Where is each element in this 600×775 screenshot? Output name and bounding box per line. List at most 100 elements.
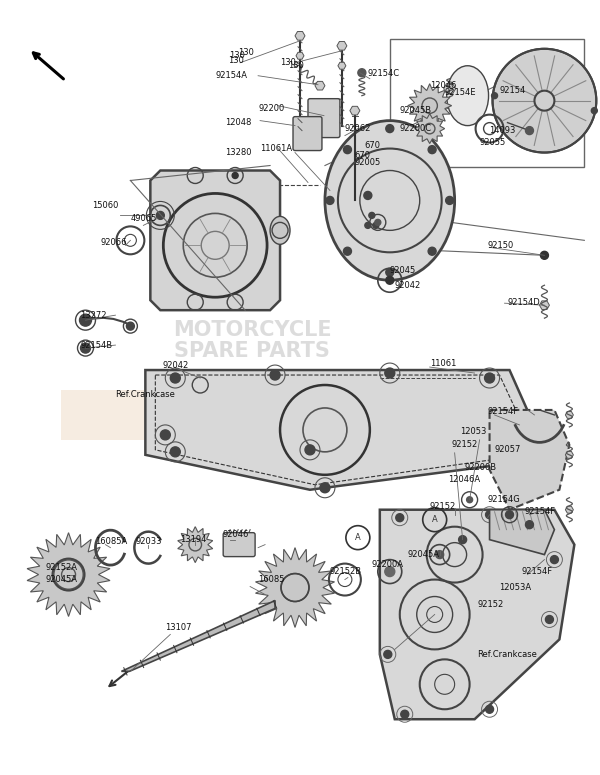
Circle shape: [384, 650, 392, 659]
Polygon shape: [565, 506, 574, 513]
Circle shape: [535, 521, 544, 529]
Circle shape: [541, 251, 548, 260]
Text: 12048: 12048: [225, 118, 251, 127]
Text: SPARE PARTS: SPARE PARTS: [174, 342, 330, 361]
Polygon shape: [408, 84, 452, 128]
Circle shape: [506, 511, 514, 518]
Polygon shape: [565, 451, 574, 458]
Text: 92200A: 92200A: [372, 560, 404, 569]
Polygon shape: [490, 510, 554, 555]
Circle shape: [320, 483, 330, 493]
Text: 12053A: 12053A: [500, 583, 532, 592]
Text: 15060: 15060: [92, 201, 119, 210]
FancyArrowPatch shape: [88, 318, 128, 324]
Circle shape: [491, 93, 497, 98]
Text: 130: 130: [228, 57, 244, 65]
Circle shape: [526, 126, 533, 135]
Circle shape: [436, 550, 443, 559]
Text: 92154F: 92154F: [521, 567, 553, 576]
Circle shape: [545, 615, 553, 623]
Circle shape: [485, 705, 494, 713]
Text: 92057: 92057: [494, 446, 521, 454]
Circle shape: [365, 222, 371, 229]
Circle shape: [386, 268, 394, 276]
Polygon shape: [338, 62, 346, 69]
Text: 12046: 12046: [430, 81, 456, 90]
Text: 92150: 92150: [488, 241, 514, 250]
Text: 92046: 92046: [222, 530, 248, 539]
Circle shape: [160, 430, 170, 440]
Circle shape: [127, 322, 134, 330]
Text: 92154B: 92154B: [80, 340, 113, 350]
Circle shape: [369, 212, 375, 219]
Circle shape: [343, 247, 352, 255]
Circle shape: [428, 247, 436, 255]
Text: 12046A: 12046A: [448, 475, 480, 484]
Circle shape: [493, 49, 596, 153]
Text: 92045A: 92045A: [46, 575, 77, 584]
Circle shape: [401, 710, 409, 718]
Text: 92154: 92154: [500, 86, 526, 95]
Circle shape: [385, 567, 395, 577]
Text: 130: 130: [280, 58, 296, 67]
Text: 92200: 92200: [258, 104, 284, 113]
Text: 92152B: 92152B: [330, 567, 362, 576]
Polygon shape: [151, 170, 280, 310]
FancyBboxPatch shape: [308, 98, 340, 138]
Text: 13272: 13272: [80, 311, 107, 319]
Circle shape: [373, 222, 379, 229]
Text: 49065: 49065: [130, 214, 157, 223]
Polygon shape: [121, 601, 275, 671]
Text: 92055: 92055: [479, 138, 506, 147]
Ellipse shape: [446, 66, 488, 126]
Text: 92154E: 92154E: [445, 88, 476, 97]
Circle shape: [326, 196, 334, 205]
Polygon shape: [178, 527, 213, 563]
Text: 92152A: 92152A: [46, 563, 77, 572]
Text: 92152: 92152: [478, 600, 504, 609]
Circle shape: [550, 556, 559, 563]
Text: 92154D: 92154D: [508, 298, 540, 307]
Text: 92200B: 92200B: [464, 463, 497, 472]
Circle shape: [428, 146, 436, 153]
FancyBboxPatch shape: [293, 116, 322, 150]
FancyBboxPatch shape: [61, 390, 490, 440]
Circle shape: [232, 173, 238, 178]
Polygon shape: [256, 548, 335, 628]
Text: 11061: 11061: [430, 359, 456, 367]
Text: 11061A: 11061A: [260, 144, 292, 153]
Ellipse shape: [270, 216, 290, 244]
Circle shape: [485, 373, 494, 383]
Polygon shape: [539, 301, 550, 309]
Polygon shape: [145, 370, 529, 490]
Circle shape: [375, 219, 381, 226]
Text: 13107: 13107: [166, 623, 192, 632]
Text: 92066: 92066: [100, 238, 127, 246]
Circle shape: [170, 373, 180, 383]
Text: 670: 670: [365, 141, 381, 150]
Ellipse shape: [325, 121, 455, 281]
Text: 92154F: 92154F: [488, 408, 518, 416]
Circle shape: [396, 514, 404, 522]
Circle shape: [364, 191, 372, 199]
Text: 16085: 16085: [258, 575, 284, 584]
Text: A: A: [355, 533, 361, 542]
Polygon shape: [350, 106, 360, 115]
Text: 12053: 12053: [460, 427, 486, 436]
Circle shape: [343, 146, 352, 153]
Circle shape: [592, 108, 598, 114]
Text: A: A: [432, 515, 437, 524]
Text: 92042: 92042: [163, 360, 188, 370]
Circle shape: [386, 276, 394, 284]
Text: 92042: 92042: [395, 281, 421, 290]
Polygon shape: [315, 81, 325, 90]
Circle shape: [385, 368, 395, 378]
Polygon shape: [337, 42, 347, 50]
Text: 130: 130: [238, 48, 254, 57]
Text: 130: 130: [229, 51, 245, 60]
Circle shape: [458, 536, 467, 543]
Text: 92045B: 92045B: [400, 106, 432, 115]
Circle shape: [526, 521, 533, 529]
Text: 13280: 13280: [225, 148, 251, 157]
Polygon shape: [295, 32, 305, 40]
